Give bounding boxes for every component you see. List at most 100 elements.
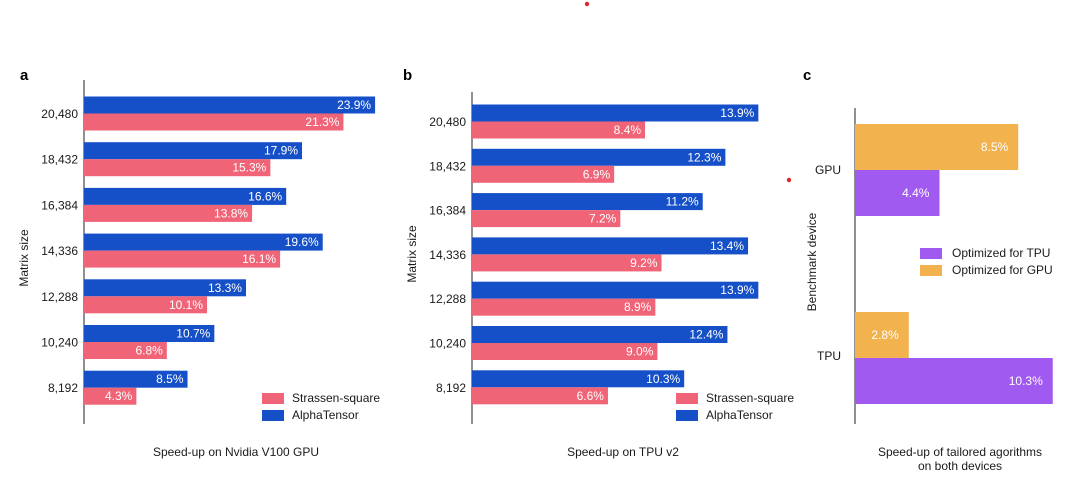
bar-b-alphatensor <box>472 104 759 122</box>
tick-label-a: 16,384 <box>41 198 78 212</box>
bar-value-label-a: 16.1% <box>242 252 276 266</box>
bar-b-strassen <box>472 254 662 272</box>
bar-a-alphatensor <box>84 279 246 297</box>
bar-b-strassen <box>472 121 646 139</box>
bar-value-label-b: 12.4% <box>689 328 723 342</box>
tick-label-c: TPU <box>817 349 841 363</box>
bar-value-label-b: 13.4% <box>710 239 744 253</box>
bar-b-alphatensor <box>472 237 749 255</box>
bar-value-label-c: 4.4% <box>902 186 930 200</box>
legend-swatch-c <box>920 265 942 276</box>
bar-c-optimized-for-gpu <box>855 124 1019 170</box>
red-dot-marker-top <box>584 1 590 7</box>
bar-a-alphatensor <box>84 187 287 205</box>
bar-b-alphatensor <box>472 326 728 343</box>
tick-label-b: 12,288 <box>429 292 466 306</box>
tick-label-a: 10,240 <box>41 336 78 350</box>
bar-value-label-a: 13.8% <box>214 206 248 220</box>
bar-value-label-c: 2.8% <box>871 328 899 342</box>
tick-label-b: 10,240 <box>429 337 466 351</box>
x-axis-title-a: Speed-up on Nvidia V100 GPU <box>153 445 319 459</box>
y-axis-title-b: Matrix size <box>405 225 419 283</box>
bar-value-label-b: 6.9% <box>583 167 611 181</box>
legend-swatch-a <box>262 410 284 421</box>
bar-value-label-b: 12.3% <box>687 150 721 164</box>
bar-a-strassen <box>84 387 137 405</box>
tick-label-b: 20,480 <box>429 115 466 129</box>
bar-b-strassen <box>472 165 615 183</box>
x-axis-title-c: on both devices <box>918 459 1002 473</box>
bar-value-label-c: 10.3% <box>1009 374 1043 388</box>
bar-a-alphatensor <box>84 96 376 114</box>
bar-value-label-a: 16.6% <box>248 189 282 203</box>
tick-label-a: 12,288 <box>41 290 78 304</box>
bar-value-label-a: 4.3% <box>105 389 133 403</box>
bar-b-strassen <box>472 210 621 228</box>
bar-value-label-a: 17.9% <box>264 144 298 158</box>
legend-label-c: Optimized for GPU <box>952 263 1053 277</box>
panel-letter-c: c <box>803 67 811 84</box>
bar-b-alphatensor <box>472 370 685 388</box>
tick-label-b: 18,432 <box>429 159 466 173</box>
bar-value-label-a: 19.6% <box>285 235 319 249</box>
tick-label-b: 8,192 <box>436 381 466 395</box>
tick-label-c: GPU <box>815 163 841 177</box>
bar-value-label-b: 9.2% <box>630 256 658 270</box>
bar-value-label-b: 10.3% <box>646 372 680 386</box>
y-axis-title-c: Benchmark device <box>805 212 819 311</box>
bar-b-strassen <box>472 298 656 316</box>
tick-label-a: 14,336 <box>41 244 78 258</box>
bar-c-optimized-for-tpu <box>855 170 940 216</box>
bar-value-label-a: 8.5% <box>156 372 184 386</box>
tick-label-a: 8,192 <box>48 381 78 395</box>
legend-swatch-b <box>676 393 698 404</box>
x-axis-title-c: Speed-up of tailored agorithms <box>878 445 1042 459</box>
bar-a-strassen <box>84 204 253 222</box>
bar-a-strassen <box>84 159 271 177</box>
legend-label-b: AlphaTensor <box>706 408 773 422</box>
bar-value-label-a: 10.1% <box>169 298 203 312</box>
x-axis-title-b: Speed-up on TPU v2 <box>567 445 679 459</box>
bar-b-strassen <box>472 387 608 405</box>
bar-value-label-c: 8.5% <box>981 140 1009 154</box>
legend-label-a: Strassen-square <box>292 391 380 405</box>
bar-value-label-b: 8.9% <box>624 300 652 314</box>
red-dot-marker-right <box>786 177 792 183</box>
legend-label-a: AlphaTensor <box>292 408 359 422</box>
bar-a-strassen <box>84 113 344 131</box>
bar-value-label-b: 9.0% <box>626 345 654 359</box>
bar-value-label-b: 13.9% <box>720 106 754 120</box>
bar-b-strassen <box>472 343 658 360</box>
bar-value-label-b: 6.6% <box>577 389 605 403</box>
bar-b-alphatensor <box>472 193 703 211</box>
bar-b-alphatensor <box>472 281 759 299</box>
legend-label-c: Optimized for TPU <box>952 246 1050 260</box>
tick-label-a: 20,480 <box>41 107 78 121</box>
bar-a-strassen <box>84 296 208 314</box>
bar-c-optimized-for-gpu <box>855 312 909 358</box>
bar-a-alphatensor <box>84 142 303 160</box>
bar-a-strassen <box>84 342 167 359</box>
bar-a-alphatensor <box>84 370 188 388</box>
bar-value-label-a: 23.9% <box>337 98 371 112</box>
bar-value-label-b: 8.4% <box>614 123 642 137</box>
legend-swatch-c <box>920 248 942 259</box>
bar-value-label-b: 7.2% <box>589 212 617 226</box>
bar-value-label-b: 11.2% <box>666 195 699 209</box>
legend-label-b: Strassen-square <box>706 391 794 405</box>
tick-label-b: 16,384 <box>429 204 466 218</box>
bar-value-label-a: 10.7% <box>176 327 210 341</box>
legend-swatch-a <box>262 393 284 404</box>
legend-swatch-b <box>676 410 698 421</box>
bar-value-label-a: 15.3% <box>232 161 266 175</box>
bar-value-label-a: 21.3% <box>305 115 339 129</box>
tick-label-b: 14,336 <box>429 248 466 262</box>
bar-a-strassen <box>84 250 281 268</box>
bar-value-label-b: 13.9% <box>720 283 754 297</box>
bar-value-label-a: 6.8% <box>135 344 163 358</box>
bar-b-alphatensor <box>472 148 726 166</box>
bar-c-optimized-for-tpu <box>855 358 1053 404</box>
panel-letter-b: b <box>403 67 412 84</box>
bar-value-label-a: 13.3% <box>208 281 242 295</box>
